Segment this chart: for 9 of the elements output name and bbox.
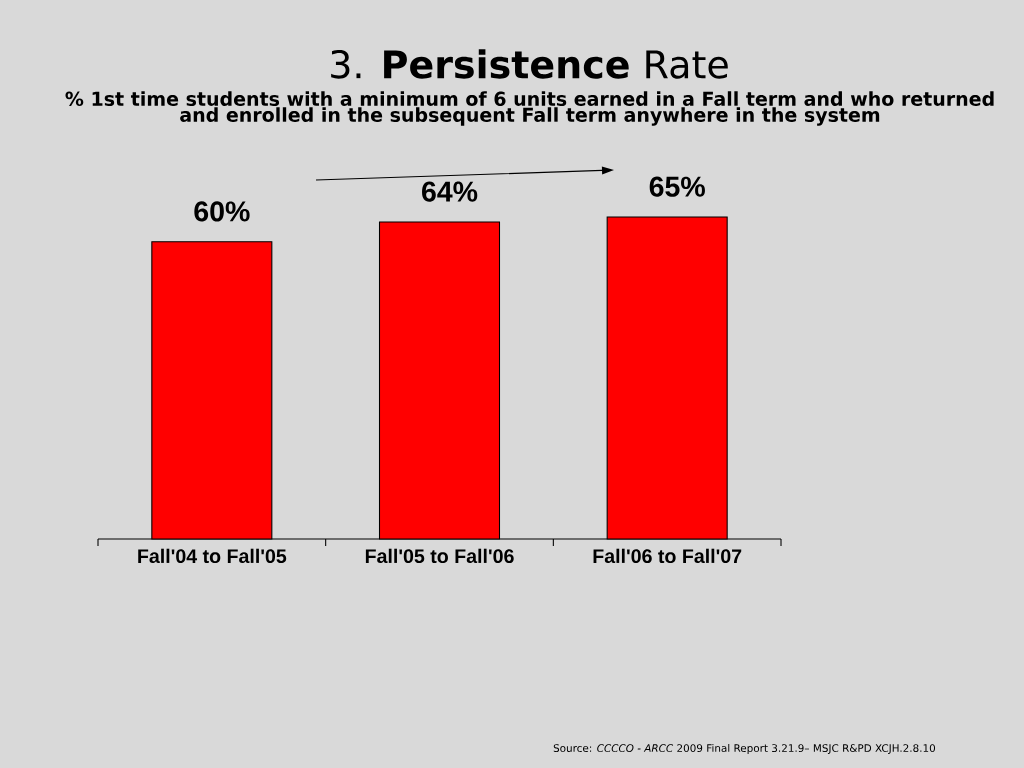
- data-label: 60%: [194, 201, 250, 222]
- data-label: 65%: [649, 176, 705, 197]
- source-note: Source: CCCCO - ARCC 2009 Final Report 3.21.9– MSJC R&PD XCJH.2.8.10: [553, 743, 936, 755]
- x-tick-label: Fall'04 to Fall'05: [138, 548, 287, 564]
- chart-title: 3. Persistence Rate: [331, 49, 728, 79]
- chart-subtitle: % 1st time students with a minimum of 6 units earned in a Fall term and who returned and enrolled in the subsequent Fall term anywhere in the system: [65, 91, 994, 126]
- data-label: 64%: [422, 181, 478, 202]
- x-tick-label: Fall'06 to Fall'07: [593, 548, 742, 564]
- x-tick-label: Fall'05 to Fall'06: [365, 548, 514, 564]
